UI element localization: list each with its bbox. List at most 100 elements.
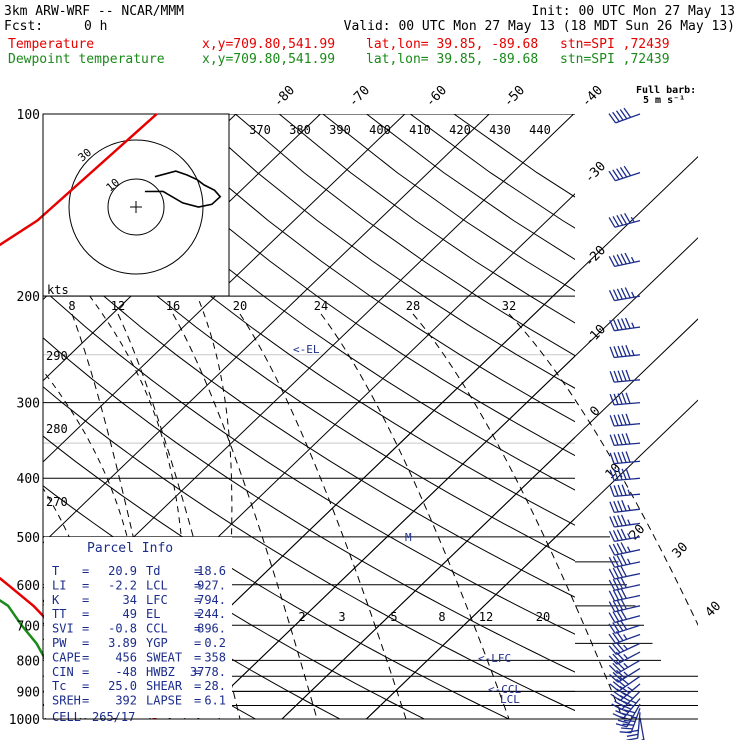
wind-barb-full-tick	[608, 601, 616, 613]
wind-barb-full-tick	[621, 514, 627, 526]
parcel-value-CAPE: 456	[115, 650, 137, 664]
wind-barb-full-tick	[615, 110, 624, 121]
wind-barb-full-tick	[625, 392, 631, 404]
wind-barb-full-tick	[625, 468, 631, 480]
wind-barb-full-tick	[619, 619, 628, 630]
dewpoint-stn: stn=SPI ,72439	[560, 52, 670, 67]
wind-barb-half-tick	[631, 291, 635, 298]
wind-barb-full-tick	[612, 713, 624, 719]
wind-barb-full-tick	[617, 468, 623, 481]
wind-barb-full-tick	[611, 703, 622, 711]
wind-barb-half-tick	[627, 519, 631, 526]
wind-barb-325	[609, 413, 641, 427]
wind-barb-full-tick	[616, 566, 623, 578]
wind-barb-960	[619, 708, 641, 734]
wind-barb-staff	[614, 260, 641, 268]
wind-barb-full-tick	[625, 433, 631, 445]
isotherm-label--80: -80	[271, 83, 298, 110]
parcel-value-CCL: 896.	[197, 622, 226, 636]
parcel-value-SVI: -0.8	[108, 622, 137, 636]
wind-barb-full-tick	[608, 664, 618, 674]
wind-barb-full-tick	[620, 577, 627, 588]
parcel-eq-Td: =	[194, 564, 201, 578]
parcel-value-K: 34	[123, 593, 137, 607]
wind-barb-full-tick	[613, 346, 619, 358]
wind-barb-full-tick	[608, 579, 616, 591]
wind-barb-750	[608, 641, 641, 655]
wind-barb-full-tick	[616, 678, 626, 688]
wind-barb-full-tick	[624, 252, 631, 264]
wind-barb-staff	[617, 667, 641, 683]
speed-label-8: 8	[68, 299, 75, 313]
hodograph-ring-outer	[68, 139, 204, 275]
parcel-key-SHEAR: SHEAR	[146, 679, 183, 693]
wind-barb-staff	[630, 708, 641, 733]
mixing-ratio-label-8: 8	[438, 610, 445, 624]
temperature-point-100	[155, 113, 158, 115]
parcel-value-LAPSE: 6.1	[204, 694, 226, 708]
pressure-label-600: 600	[17, 579, 40, 594]
dry-adiabat-480	[366, 114, 575, 261]
wind-barb-staff	[639, 717, 645, 740]
wind-barb-875	[610, 683, 641, 702]
wind-barb-full-tick	[615, 660, 625, 670]
wind-barb-450	[609, 500, 641, 514]
wind-barb-full-tick	[617, 500, 623, 512]
wind-barb-full-tick	[621, 484, 627, 496]
wind-barb-full-tick	[612, 567, 620, 579]
parcel-key-LAPSE: LAPSE	[146, 694, 182, 708]
temperature-point-600	[7, 584, 9, 586]
wind-barb-full-tick	[608, 170, 616, 182]
wind-barb-full-tick	[612, 169, 620, 180]
wind-barb-full-tick	[617, 451, 623, 464]
valid-time: Valid: 00 UTC Mon 27 May 13 (18 MDT Sun …	[344, 19, 735, 34]
dry-adiabat-430	[147, 114, 575, 423]
wind-barb-staff	[614, 219, 641, 228]
pressure-label-100: 100	[17, 108, 40, 123]
cell-value: 265/17	[92, 710, 135, 724]
temperature-point-650	[32, 605, 35, 607]
speed-label-32: 32	[502, 299, 516, 313]
wind-barb-half-tick	[623, 644, 628, 650]
wind-barb-staff	[614, 508, 641, 514]
theta-labels: 370 380 390 400 410 420 430 440	[249, 123, 551, 137]
wind-barb-staff	[614, 460, 641, 465]
wind-barb-staff	[614, 442, 641, 447]
wind-barb-full-tick	[621, 468, 627, 480]
wind-barb-staff	[615, 113, 641, 124]
wind-barb-full-tick	[625, 369, 631, 381]
wind-barb-175	[608, 252, 641, 268]
wind-barb-full-tick	[613, 501, 619, 513]
hodograph: 30 10	[42, 113, 230, 297]
wind-barb-full-tick	[612, 255, 620, 266]
speed-curve-20	[239, 313, 407, 719]
wind-barb-full-tick	[616, 254, 623, 266]
header: 3km ARW-WRF -- NCAR/MMM Init: 00 UTC Mon…	[4, 4, 735, 67]
parcel-key-K: K	[52, 593, 60, 607]
wind-barb-925	[612, 698, 641, 719]
speed-curve-16	[172, 313, 318, 719]
wind-barb-300	[609, 392, 641, 406]
dry-adiabat-440	[191, 114, 575, 389]
wind-barb-full-tick	[612, 530, 619, 541]
dry-adiabat-490	[410, 114, 575, 229]
parcel-key-PW: PW	[52, 636, 67, 650]
wind-barb-half-tick	[627, 533, 631, 539]
parcel-key-SWEAT: SWEAT	[146, 650, 182, 664]
theta-label-430: 430	[489, 123, 511, 137]
parcel-info-background	[44, 537, 232, 718]
model-title: 3km ARW-WRF -- NCAR/MMM	[4, 4, 184, 19]
el-marker: <-EL	[293, 343, 320, 356]
dewpoint-point-650	[7, 605, 9, 607]
wind-barb-full-tick	[620, 528, 627, 540]
pressure-label-400: 400	[17, 472, 40, 487]
parcel-key-Tc: Tc	[52, 679, 66, 693]
wind-barb-full-tick	[608, 633, 617, 644]
wind-barb-full-tick	[608, 612, 616, 623]
wind-barb-full-tick	[621, 345, 627, 357]
wind-barb-full-tick	[609, 346, 615, 358]
wind-barb-staff	[614, 477, 641, 482]
wind-barb-850	[609, 675, 641, 692]
wind-barb-half-tick	[627, 558, 631, 565]
wind-barb-full-tick	[613, 414, 619, 426]
